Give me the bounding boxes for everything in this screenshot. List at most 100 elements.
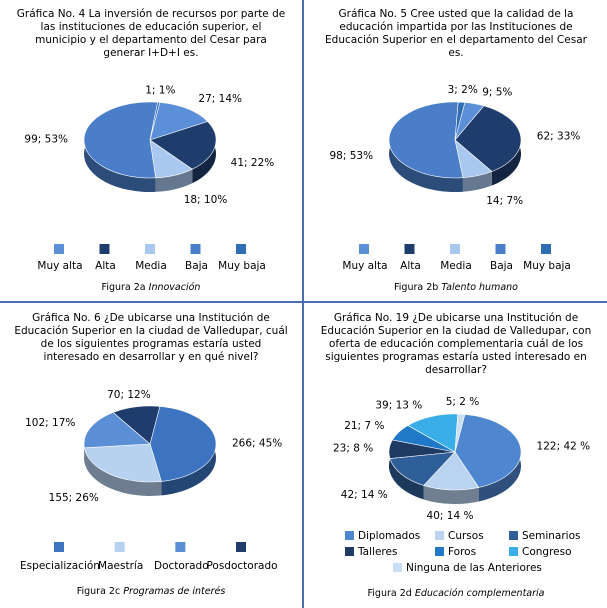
data-label: 99; 53% — [24, 133, 68, 145]
legend-swatch — [509, 531, 518, 540]
legend-swatch — [236, 244, 246, 254]
caption-emphasis: Educación complementaria — [414, 588, 545, 599]
slice-side — [423, 485, 479, 504]
chart-title: Gráfica No. 4 La inversión de recursos p… — [16, 8, 286, 59]
chart: 266; 45% 155; 26% 102; 17% 70; 12% Especiali… — [20, 389, 282, 572]
legend-swatch — [450, 244, 460, 254]
caption-emphasis: Innovación — [148, 282, 201, 293]
legend-label: Congreso — [522, 546, 572, 558]
legend-label: Talleres — [357, 546, 397, 558]
legend-swatch — [54, 542, 64, 552]
slice-side — [389, 458, 424, 500]
data-label: 3; 2% — [448, 84, 478, 96]
legend-swatch — [54, 244, 64, 254]
slice — [423, 451, 480, 491]
legend-swatch — [435, 531, 444, 540]
legend-swatch — [190, 244, 201, 254]
slice — [454, 105, 522, 172]
caption-label: Figura 2c — [76, 586, 121, 597]
legend-swatch — [541, 244, 551, 254]
chart-panel: Gráfica No. 6 ¿De ubicarse una Instituci… — [0, 304, 302, 606]
data-label: 14; 7% — [486, 195, 523, 207]
caption: Figura 2b Talento humano — [305, 282, 607, 293]
legend-label: Ninguna de las Anteriores — [406, 562, 542, 574]
legend-label: Muy baja — [523, 260, 571, 272]
slice — [149, 406, 217, 482]
slice — [149, 121, 217, 170]
data-label: 62; 33% — [537, 131, 581, 143]
data-label: 39; 13 % — [375, 400, 422, 412]
legend-label: Especialización — [20, 560, 100, 572]
legend-label: Cursos — [448, 530, 484, 542]
data-label: 40; 14 % — [427, 510, 474, 522]
divider — [0, 301, 607, 303]
legend-label: Diplomados — [358, 530, 420, 542]
legend-label: Baja — [185, 260, 208, 272]
data-label: 9; 5% — [482, 86, 512, 98]
legend-swatch — [404, 244, 415, 254]
slice — [389, 451, 456, 486]
legend-label: Doctorado — [154, 560, 209, 572]
legend-label: Baja — [490, 260, 513, 272]
data-label: 27; 14% — [198, 93, 242, 105]
slice — [83, 101, 159, 179]
divider — [302, 0, 304, 608]
slice-side — [84, 447, 162, 496]
legend-label: Muy alta — [342, 260, 387, 272]
caption: Figura 2d Educación complementaria — [305, 588, 607, 599]
data-label: 102; 17% — [25, 417, 75, 429]
data-label: 1; 1% — [145, 84, 175, 96]
chart-panel: Gráfica No. 4 La inversión de recursos p… — [0, 0, 302, 302]
data-label: 266; 45% — [232, 437, 282, 449]
legend-label: Maestría — [98, 560, 143, 572]
legend-swatch — [236, 542, 246, 552]
data-label: 98; 53% — [329, 150, 373, 162]
slice — [454, 101, 466, 141]
slice-side — [462, 171, 492, 192]
chart-panel: Gráfica No. 19 ¿De ubicarse una Instituc… — [305, 304, 607, 606]
legend-label: Foros — [448, 546, 476, 558]
chart: 9; 5% 62; 33% 14; 7% 98; 53% 3; 2% Muy alta Al… — [329, 84, 581, 272]
caption-label: Figura 2d — [367, 588, 412, 599]
legend-label: Muy baja — [218, 260, 266, 272]
caption-label: Figura 2a — [101, 282, 146, 293]
legend-swatch — [345, 531, 354, 540]
legend-label: Alta — [400, 260, 421, 272]
data-label: 155; 26% — [49, 492, 99, 504]
legend-swatch — [509, 547, 518, 556]
legend-swatch — [175, 542, 186, 552]
legend-label: Seminarios — [522, 530, 581, 542]
caption-emphasis: Talento humano — [441, 282, 518, 293]
legend-swatch — [359, 244, 369, 254]
legend-swatch — [114, 542, 125, 552]
data-label: 122; 42 % — [537, 441, 591, 453]
legend-label: Media — [440, 260, 472, 272]
chart-panel: Gráfica No. 5 Cree usted que la calidad … — [305, 0, 607, 302]
legend-swatch — [393, 563, 402, 572]
caption: Figura 2c Programas de interés — [0, 586, 302, 597]
slice — [83, 443, 162, 483]
data-label: 70; 12% — [107, 389, 151, 401]
slice — [454, 414, 522, 488]
chart-title: Gráfica No. 5 Cree usted que la calidad … — [325, 8, 587, 59]
legend-swatch — [99, 244, 110, 254]
slice — [149, 102, 209, 141]
data-label: 23; 8 % — [333, 442, 373, 454]
slice — [112, 405, 161, 445]
legend-swatch — [495, 244, 506, 254]
chart-title: Gráfica No. 19 ¿De ubicarse una Instituc… — [320, 312, 592, 376]
caption: Figura 2a Innovación — [0, 282, 302, 293]
data-label: 41; 22% — [231, 157, 275, 169]
legend-label: Media — [135, 260, 167, 272]
chart: 122; 42 % 40; 14 % 42; 14 % 23; 8 % 21; 7 % 3… — [333, 396, 591, 574]
data-label: 18; 10% — [184, 194, 228, 206]
data-label: 42; 14 % — [341, 489, 388, 501]
chart-title: Gráfica No. 6 ¿De ubicarse una Instituci… — [14, 312, 288, 363]
data-label: 5; 2 % — [446, 396, 480, 408]
slice — [83, 412, 151, 449]
legend-label: Muy alta — [37, 260, 82, 272]
legend-swatch — [345, 547, 354, 556]
slice — [454, 413, 466, 453]
slice — [388, 101, 464, 179]
